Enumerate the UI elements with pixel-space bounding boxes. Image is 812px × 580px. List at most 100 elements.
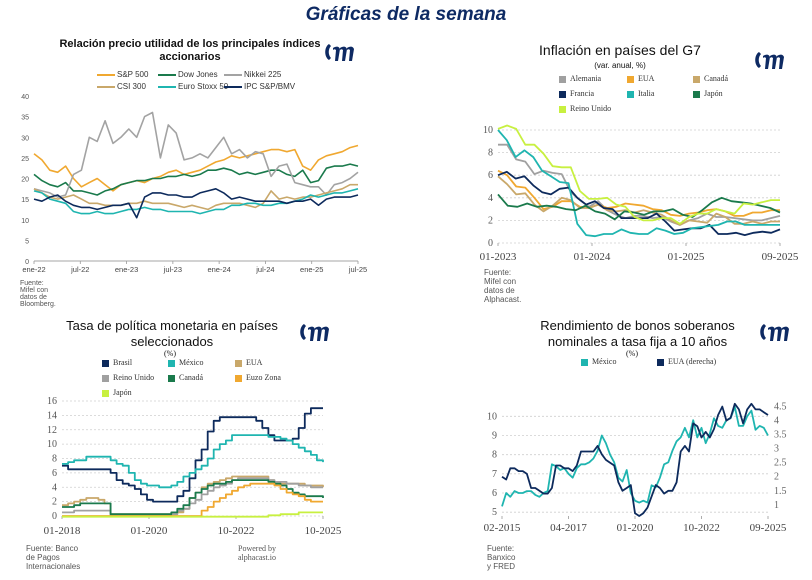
chart-source-tpm: Fuente: Banco de Pagos Internacionales xyxy=(26,544,81,571)
legend-item-euzo-zona: Euzo Zona xyxy=(235,373,281,382)
logo-mark xyxy=(300,324,306,340)
chart-plot-pe: 0 5 10 15 20 25 30 35 40 ene-22 jul-22 ene-23 jul-23… xyxy=(21,94,367,274)
y-tick-label: 40 xyxy=(21,94,29,101)
legend-item-alemania: Alemania xyxy=(559,74,601,83)
y-tick-label: 10 xyxy=(21,218,29,225)
legend-item-csi300: CSI 300 xyxy=(97,82,146,91)
logo-mark xyxy=(760,324,766,340)
y-tick-label: 15 xyxy=(21,197,29,204)
x-tick-label: 01-2018 xyxy=(44,525,81,537)
legend-swatch xyxy=(581,358,588,366)
x-tick-label: jul-25 xyxy=(348,265,367,274)
x-tick-label: 10-2022 xyxy=(683,522,720,534)
chart-title-g7: Inflación en países del G7 xyxy=(539,42,701,58)
legend-item-brasil: Brasil xyxy=(102,358,132,367)
legend-item-dowjones: Dow Jones xyxy=(158,70,218,79)
legend-label: Brasil xyxy=(113,358,133,367)
x-tick-label: jul-23 xyxy=(163,265,182,274)
chart-source-g7: Fuente: Mifel con datos de Alphacast. xyxy=(484,268,522,304)
y2-tick-label: 1 xyxy=(774,500,779,511)
y-tick-label: 4 xyxy=(52,482,57,493)
y-tick-label: 14 xyxy=(47,410,57,421)
legend-swatch xyxy=(693,75,700,83)
legend-label: EUA xyxy=(638,74,655,83)
x-tick-label: 01-2025 xyxy=(668,251,705,263)
legend-item-eua-derecha: EUA (derecha) xyxy=(657,357,716,366)
legend-label: Reino Unido xyxy=(113,373,155,382)
legend-item-canada: Canadá xyxy=(168,373,203,382)
legend-label: Japón xyxy=(113,388,132,397)
legend-label: México xyxy=(179,358,204,367)
legend-label: S&P 500 xyxy=(117,70,149,79)
series-line-canad- xyxy=(62,479,324,516)
legend-item-nikkei: Nikkei 225 xyxy=(224,70,281,79)
x-tick-label: 01-2023 xyxy=(480,251,517,263)
series-line-italia xyxy=(497,129,780,238)
legend-swatch xyxy=(102,374,109,382)
chart-title-tpm: Tasa de política monetaria en países sel… xyxy=(66,318,278,349)
x-tick-label: 01-2020 xyxy=(131,525,168,537)
legend-swatch xyxy=(97,85,115,88)
y2-tick-label: 2 xyxy=(774,472,779,483)
legend-swatch xyxy=(693,90,700,98)
logo-mark xyxy=(770,54,777,69)
chart-source-bonos: Fuente: Banxico y FRED xyxy=(487,544,516,571)
y-tick-label: 20 xyxy=(21,177,29,184)
legend-swatch xyxy=(158,85,176,88)
legend-swatch xyxy=(158,73,176,76)
legend-label: Alemania xyxy=(570,74,602,83)
legend-label: Nikkei 225 xyxy=(244,70,282,79)
y-tick-label: 8 xyxy=(488,148,493,159)
legend-swatch xyxy=(627,90,634,98)
logo-mark xyxy=(308,326,315,341)
series-line-m-xico xyxy=(62,434,324,489)
y-tick-label: 2 xyxy=(52,497,57,508)
y-tick-label: 16 xyxy=(47,396,57,407)
series-line-csi-300 xyxy=(33,183,358,211)
legend-item-mexico: México xyxy=(168,358,203,367)
y-tick-label: 30 xyxy=(21,135,29,142)
chart-title-pe: Relación precio utilidad de los principa… xyxy=(59,38,321,63)
y-tick-label: 35 xyxy=(21,115,29,122)
x-tick-label: 09-2025 xyxy=(750,522,787,534)
legend-item-mexico: México xyxy=(581,357,616,366)
legend-item-sp500: S&P 500 xyxy=(97,70,148,79)
y-tick-label: 6 xyxy=(492,488,497,499)
y-tick-label: 6 xyxy=(52,468,57,479)
y-tick-label: 9 xyxy=(492,431,497,442)
legend-item-japon: Japón xyxy=(693,89,723,98)
legend-label: Dow Jones xyxy=(178,70,218,79)
legend-swatch xyxy=(168,359,175,367)
logo-mark xyxy=(777,54,784,69)
legend-swatch xyxy=(559,90,566,98)
logo-mark xyxy=(755,52,761,68)
y2-tick-label: 2.5 xyxy=(774,458,787,469)
legend-label: Euro Stoxx 50 xyxy=(178,82,229,91)
legend-label: Italia xyxy=(638,89,655,98)
legend-label: Canadá xyxy=(704,74,728,83)
series-line-jap-n xyxy=(62,511,323,518)
y2-tick-label: 1.5 xyxy=(774,486,787,497)
page-title: Gráficas de la semana xyxy=(305,4,507,25)
x-tick-label: ene-22 xyxy=(22,265,45,274)
y2-tick-label: 4.5 xyxy=(774,402,787,413)
legend-label: Canadá xyxy=(179,373,203,382)
x-tick-label: ene-24 xyxy=(207,265,230,274)
series-line-francia xyxy=(497,170,781,236)
x-tick-label: 09-2025 xyxy=(762,251,799,263)
x-tick-label: 10-2025 xyxy=(305,525,342,537)
logo-mark xyxy=(325,44,331,60)
series-line-eua xyxy=(497,169,780,217)
legend-label: CSI 300 xyxy=(117,82,146,91)
legend-swatch xyxy=(559,105,566,113)
legend-swatch xyxy=(235,374,242,382)
y-tick-label: 6 xyxy=(488,170,493,181)
y-tick-label: 5 xyxy=(25,238,29,245)
mifel-logo-icon xyxy=(325,44,354,61)
x-tick-label: jul-24 xyxy=(255,265,274,274)
legend-item-italia: Italia xyxy=(627,89,654,98)
y-tick-label: 0 xyxy=(52,511,57,522)
x-tick-label: 02-2015 xyxy=(484,522,521,534)
x-tick-label: 01-2024 xyxy=(574,251,611,263)
legend-swatch xyxy=(224,85,242,88)
